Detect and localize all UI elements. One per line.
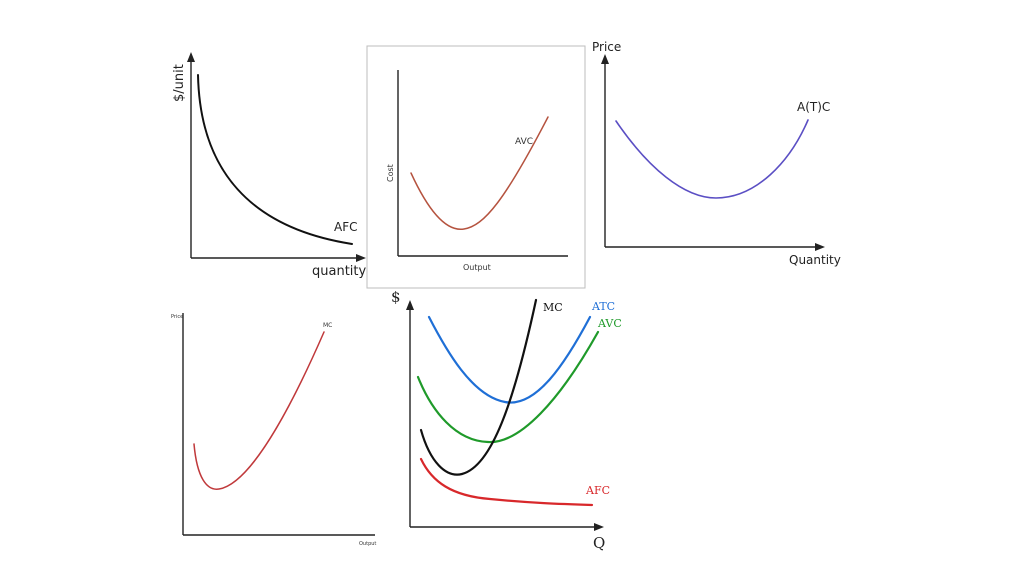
combined-atc-curve: [427, 315, 592, 404]
mc-curve-label: MC: [323, 322, 332, 329]
combined-y-label: $: [391, 288, 401, 306]
combined-x-axis-arrow: [594, 523, 604, 531]
panel-afc: $/unit quantity AFC: [172, 52, 367, 279]
atc-curve-label: A(T)C: [797, 100, 830, 114]
atc-curve: [615, 119, 809, 199]
atc-x-label: Quantity: [789, 253, 841, 267]
combined-afc-label: AFC: [585, 484, 610, 497]
avc-curve: [410, 116, 549, 230]
combined-x-label: Q: [593, 534, 605, 552]
atc-x-axis-arrow: [815, 243, 825, 251]
combined-atc-label: ATC: [591, 300, 615, 313]
combined-y-axis-arrow: [406, 300, 414, 310]
afc-curve-label: AFC: [334, 220, 358, 234]
mc-y-label: Price: [171, 314, 183, 320]
avc-y-label: Cost: [386, 164, 395, 182]
afc-y-label: $/unit: [172, 64, 187, 102]
afc-x-label: quantity: [312, 264, 367, 279]
afc-x-axis-arrow: [356, 254, 366, 262]
mc-curve: [193, 331, 325, 490]
panel-avc: Cost Output AVC: [366, 45, 586, 289]
atc-y-axis-arrow: [601, 54, 609, 64]
avc-curve-label: AVC: [515, 137, 533, 147]
combined-avc-curve: [416, 330, 600, 444]
combined-avc-label: AVC: [597, 317, 622, 330]
afc-y-axis-arrow: [187, 52, 195, 62]
combined-afc-curve: [419, 457, 594, 507]
combined-mc-curve: [419, 298, 538, 476]
afc-curve: [197, 74, 353, 245]
combined-mc-label: MC: [543, 301, 563, 314]
panel-atc: Price Quantity A(T)C: [592, 40, 841, 267]
avc-x-label: Output: [463, 263, 491, 272]
avc-frame: [366, 45, 586, 289]
panel-combined: $ Q MC ATC AVC AFC: [391, 288, 622, 552]
mc-x-label: Output: [359, 541, 376, 547]
atc-y-label: Price: [592, 40, 621, 54]
panel-mc: Price Output MC: [171, 313, 376, 547]
